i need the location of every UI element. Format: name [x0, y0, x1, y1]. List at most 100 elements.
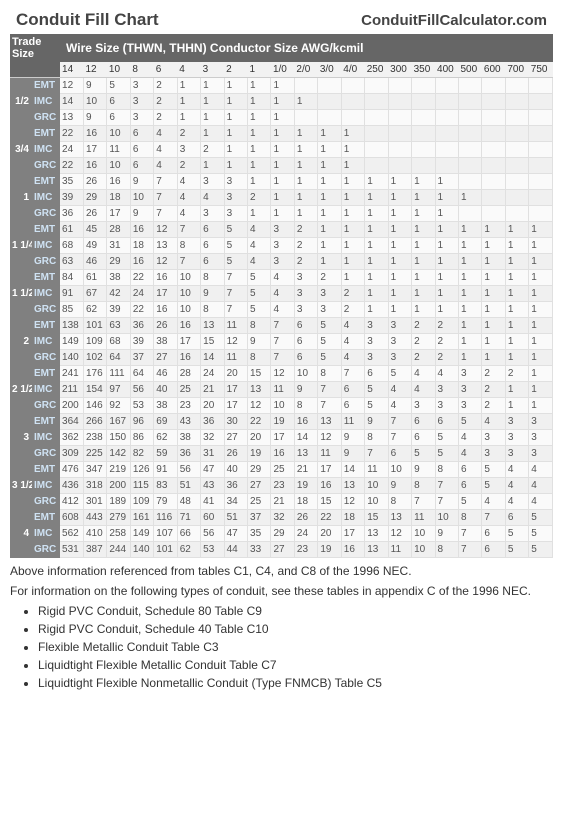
data-cell: 362 — [60, 430, 83, 446]
data-cell: 8 — [388, 494, 411, 510]
data-cell: 4 — [482, 494, 505, 510]
data-cell: 1 — [318, 238, 341, 254]
trade-size-cell: 3/4 — [10, 126, 32, 174]
data-cell: 26 — [294, 510, 317, 526]
data-cell: 1 — [318, 142, 341, 158]
data-cell: 1 — [294, 174, 317, 190]
data-cell: 8 — [435, 462, 458, 478]
data-cell: 1 — [341, 174, 364, 190]
data-cell: 6 — [341, 382, 364, 398]
col-header: 300 — [388, 62, 411, 78]
data-cell: 2 — [177, 126, 200, 142]
data-cell: 26 — [83, 206, 106, 222]
data-cell: 9 — [341, 430, 364, 446]
data-cell: 7 — [224, 270, 247, 286]
data-cell: 16 — [83, 126, 106, 142]
column-headers: 1412108643211/02/03/04/02503003504005006… — [10, 62, 553, 78]
data-cell: 8 — [458, 510, 481, 526]
data-cell: 6 — [505, 510, 528, 526]
data-cell: 1 — [201, 78, 224, 94]
data-cell: 1 — [529, 366, 553, 382]
data-cell: 3 — [224, 190, 247, 206]
data-cell: 1 — [177, 94, 200, 110]
data-cell: 1 — [365, 190, 388, 206]
conduit-type-cell: IMC — [32, 94, 60, 110]
data-cell: 16 — [177, 350, 200, 366]
data-cell: 27 — [224, 430, 247, 446]
data-cell: 5 — [224, 238, 247, 254]
data-cell: 1 — [388, 238, 411, 254]
data-cell: 1 — [271, 94, 294, 110]
data-cell: 1 — [318, 126, 341, 142]
data-cell: 16 — [154, 302, 177, 318]
data-cell: 1 — [248, 174, 271, 190]
table-row: IMC4363182001158351433627231916131098765… — [10, 478, 553, 494]
data-cell: 17 — [224, 398, 247, 414]
data-cell: 8 — [248, 350, 271, 366]
data-cell: 27 — [248, 478, 271, 494]
data-cell: 36 — [60, 206, 83, 222]
data-cell: 4 — [248, 254, 271, 270]
data-cell: 62 — [177, 542, 200, 558]
data-cell: 36 — [130, 318, 153, 334]
conduit-type-cell: IMC — [32, 190, 60, 206]
data-cell: 5 — [388, 366, 411, 382]
data-cell: 51 — [177, 478, 200, 494]
data-cell — [505, 126, 528, 142]
data-cell: 1 — [365, 254, 388, 270]
data-cell: 1 — [271, 206, 294, 222]
data-cell: 4 — [271, 270, 294, 286]
data-cell: 154 — [83, 382, 106, 398]
data-cell — [341, 78, 364, 94]
data-cell: 36 — [177, 446, 200, 462]
appendix-item: Liquidtight Flexible Nonmetallic Conduit… — [38, 676, 553, 690]
data-cell: 1 — [458, 302, 481, 318]
data-cell: 2 — [482, 382, 505, 398]
data-cell: 9 — [341, 446, 364, 462]
data-cell: 1 — [412, 270, 435, 286]
data-cell: 12 — [154, 222, 177, 238]
data-cell: 1 — [458, 334, 481, 350]
data-cell: 6 — [294, 350, 317, 366]
data-cell: 1 — [435, 238, 458, 254]
data-cell: 531 — [60, 542, 83, 558]
data-cell: 200 — [107, 478, 130, 494]
data-cell: 12 — [318, 430, 341, 446]
data-cell: 1 — [294, 142, 317, 158]
trade-size-cell: 1/2 — [10, 78, 32, 126]
data-cell: 3 — [224, 206, 247, 222]
col-header: 600 — [482, 62, 505, 78]
data-cell — [458, 142, 481, 158]
data-cell: 1 — [248, 206, 271, 222]
data-cell: 38 — [154, 334, 177, 350]
data-cell: 7 — [271, 334, 294, 350]
data-cell — [388, 158, 411, 174]
data-cell: 1 — [365, 270, 388, 286]
table-row: GRC13963211111 — [10, 110, 553, 126]
table-row: 3/4EMT2216106421111111 — [10, 126, 553, 142]
data-cell: 16 — [271, 446, 294, 462]
data-cell: 6 — [341, 398, 364, 414]
data-cell: 5 — [529, 526, 553, 542]
data-cell: 2 — [318, 270, 341, 286]
data-cell: 279 — [107, 510, 130, 526]
data-cell: 1 — [458, 222, 481, 238]
data-cell: 4 — [435, 366, 458, 382]
data-cell — [529, 110, 553, 126]
data-cell — [529, 158, 553, 174]
data-cell: 17 — [341, 526, 364, 542]
data-cell — [482, 78, 505, 94]
data-cell: 7 — [177, 254, 200, 270]
data-cell: 21 — [294, 462, 317, 478]
table-row: IMC211154975640252117131197654433211 — [10, 382, 553, 398]
data-cell: 1 — [271, 158, 294, 174]
data-cell: 1 — [294, 158, 317, 174]
data-cell: 1 — [505, 254, 528, 270]
data-cell: 14 — [294, 430, 317, 446]
data-cell — [482, 174, 505, 190]
data-cell: 27 — [271, 542, 294, 558]
data-cell: 7 — [435, 478, 458, 494]
data-cell: 1 — [505, 318, 528, 334]
data-cell: 86 — [130, 430, 153, 446]
data-cell: 6 — [130, 142, 153, 158]
